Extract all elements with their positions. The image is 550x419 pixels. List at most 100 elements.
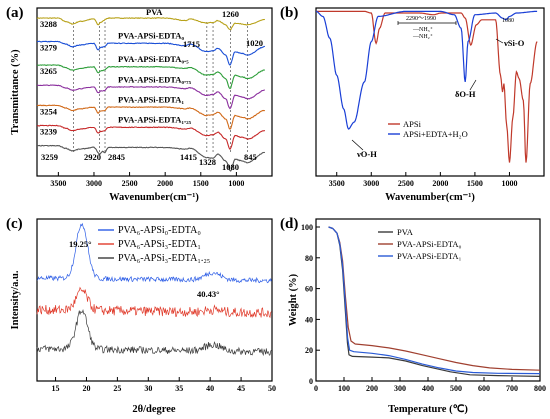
annotation-2920-a: 2920 <box>84 152 101 162</box>
annotation-1715-a: 1715 <box>183 39 200 49</box>
x-tick-label-c-0: 15 <box>52 384 60 393</box>
legend-c: PVA₆-APSi₀-EDTA₀ PVA₆-APSi₃-EDTA₁ PVA₆-A… <box>98 225 210 264</box>
x-tick-label-a-3: 2000 <box>157 179 173 188</box>
x-axis-title-d: Temperature (℃) <box>388 403 468 415</box>
x-tick-label-a-1: 3000 <box>86 179 102 188</box>
peak-label-a-0: 3288 <box>40 19 57 29</box>
panel-b-ftir-apsi: (b) 3500 3000 2500 2000 1500 1000 Wavenumber(… <box>280 5 545 203</box>
annotation-voh-b: νO-H <box>356 149 377 159</box>
x-tick-label-d-2: 200 <box>366 384 378 393</box>
peak-label-a-2: 3265 <box>40 66 57 76</box>
axis-ticks-d: 0 100 200 300 400 500 600 700 800 0 20 40 60 80 100 <box>301 223 546 393</box>
x-tick-label-d-8: 800 <box>534 384 546 393</box>
series-group-d <box>328 226 541 377</box>
legend-label-c-0: PVA₆-APSi₀-EDTA₀ <box>118 225 201 236</box>
arrow-vsio-b <box>495 38 504 44</box>
y-tick-label-d-0: 0 <box>309 377 313 386</box>
series-line-b-1 <box>315 10 538 130</box>
series-line-a-1 <box>37 40 265 66</box>
annotation-nh2-b: —NH₂⁺ <box>412 33 433 40</box>
series-line-c-2 <box>36 308 272 357</box>
x-tick-label-d-1: 100 <box>338 384 350 393</box>
x-tick-label-c-7: 50 <box>268 384 276 393</box>
panel-c-xrd: (c) 15 20 25 30 35 40 45 50 2θ/degree Intensity… <box>6 216 276 415</box>
panel-a-ftir-films: (a) 3500 3000 2500 2000 1500 1000 PVA PVA-APSi… <box>6 5 273 203</box>
x-tick-label-c-5: 40 <box>206 384 214 393</box>
x-tick-label-c-6: 45 <box>237 384 245 393</box>
y-tick-label-d-5: 100 <box>301 223 313 232</box>
annotation-range-b: 2290～1990 <box>406 16 436 22</box>
x-tick-label-b-1: 3000 <box>363 179 379 188</box>
peak-labels-left-a: 3288 3279 3265 3254 3239 <box>40 19 58 137</box>
x-axis-title-a: Wavenumber(cm⁻¹) <box>109 192 199 203</box>
series-line-a-6 <box>37 144 265 172</box>
series-label-a-3: PVA-APSi-EDTA₀.₇₅ <box>118 74 192 84</box>
plot-frame-b <box>315 7 545 177</box>
x-tick-label-d-5: 500 <box>450 384 462 393</box>
y-tick-label-d-3: 60 <box>305 285 313 294</box>
panel-d-tga: (d) 0 100 200 300 400 500 600 700 800 0 20 40 60 80 10… <box>280 216 546 415</box>
annotation-40-43-c: 40.43° <box>197 289 220 299</box>
legend-label-c-2: PVA₆-APSi₃-EDTA₁.₂₅ <box>118 253 210 264</box>
legend-label-c-1: PVA₆-APSi₃-EDTA₁ <box>118 239 201 250</box>
annotation-2845-a: 2845 <box>108 152 125 162</box>
peak-label-a-5: 3239 <box>40 127 57 137</box>
series-line-d-2 <box>328 226 541 375</box>
annotation-1328-a: 1328 <box>199 157 216 167</box>
annotation-1080-a: 1080 <box>222 162 239 172</box>
x-tick-label-b-2: 2500 <box>398 179 414 188</box>
x-tick-label-b-0: 3500 <box>329 179 345 188</box>
series-label-a-1: PVA-APSi-EDTA₀ <box>118 31 184 41</box>
plot-frame-c <box>36 218 273 382</box>
series-line-a-4 <box>36 104 266 130</box>
plot-frame-a <box>36 7 273 177</box>
annotation-doh-b: δO-H <box>455 89 476 99</box>
y-axis-title-d: Weight (%) <box>288 273 299 326</box>
series-line-c-1 <box>36 286 272 319</box>
x-tick-label-a-5: 1000 <box>228 179 244 188</box>
x-ticks-c: 15 20 25 30 35 40 45 50 <box>52 377 276 393</box>
x-tick-label-a-0: 3500 <box>50 179 66 188</box>
panel-label-d: (d) <box>280 216 298 232</box>
series-label-a-4: PVA-APSi-EDTA₁ <box>118 94 184 104</box>
panel-label-a: (a) <box>6 5 24 21</box>
annotation-1415-a: 1415 <box>180 152 197 162</box>
legend-label-d-2: PVA-APSi-EDTA₁ <box>397 251 462 261</box>
y-axis-title-c: Intensity/a.u. <box>10 270 21 329</box>
annotation-845-a: 845 <box>244 152 257 162</box>
x-tick-label-a-4: 1500 <box>193 179 209 188</box>
legend-label-apsi: APSi <box>403 119 422 129</box>
x-ticks-b: 3500 3000 2500 2000 1500 1000 <box>329 172 517 188</box>
x-tick-label-a-2: 2500 <box>122 179 138 188</box>
series-label-a-5: PVA-APSi-EDTA₁.₂₅ <box>118 115 192 125</box>
series-line-b-0 <box>316 10 538 163</box>
x-tick-label-d-4: 400 <box>422 384 434 393</box>
x-tick-label-d-0: 0 <box>314 384 318 393</box>
annotation-3259-a: 3259 <box>41 152 58 162</box>
annotation-19-25-c: 19.25° <box>69 239 92 249</box>
annotation-1020-a: 1020 <box>246 38 263 48</box>
series-line-c-0 <box>36 222 272 284</box>
x-tick-label-d-3: 300 <box>394 384 406 393</box>
series-group-b <box>315 10 538 163</box>
legend-b: APSi APSi+EDTA+H₂O <box>388 119 468 139</box>
y-axis-title-a: Transmittance (%) <box>10 49 21 135</box>
x-tick-label-d-6: 600 <box>478 384 490 393</box>
peak-label-a-4: 3254 <box>40 106 58 116</box>
x-tick-label-c-2: 25 <box>113 384 121 393</box>
y-tick-label-d-1: 20 <box>305 346 313 355</box>
series-group-a <box>36 17 266 172</box>
x-axis-title-c: 2θ/degree <box>132 404 176 415</box>
x-tick-label-b-3: 2000 <box>432 179 448 188</box>
panel-label-c: (c) <box>6 216 23 232</box>
legend-label-apsi-edta: APSi+EDTA+H₂O <box>403 129 468 139</box>
series-labels-a: PVA PVA-APSi-EDTA₀ PVA-APSi-EDTA₀.₅ PVA-APS… <box>118 7 192 125</box>
arrow-doh-b <box>469 79 477 91</box>
series-label-a-0: PVA <box>146 7 163 17</box>
series-line-a-3 <box>36 84 265 110</box>
series-line-a-5 <box>36 124 266 151</box>
series-line-a-2 <box>36 64 265 90</box>
annotation-1260-a: 1260 <box>222 9 239 19</box>
x-tick-label-c-1: 20 <box>82 384 90 393</box>
